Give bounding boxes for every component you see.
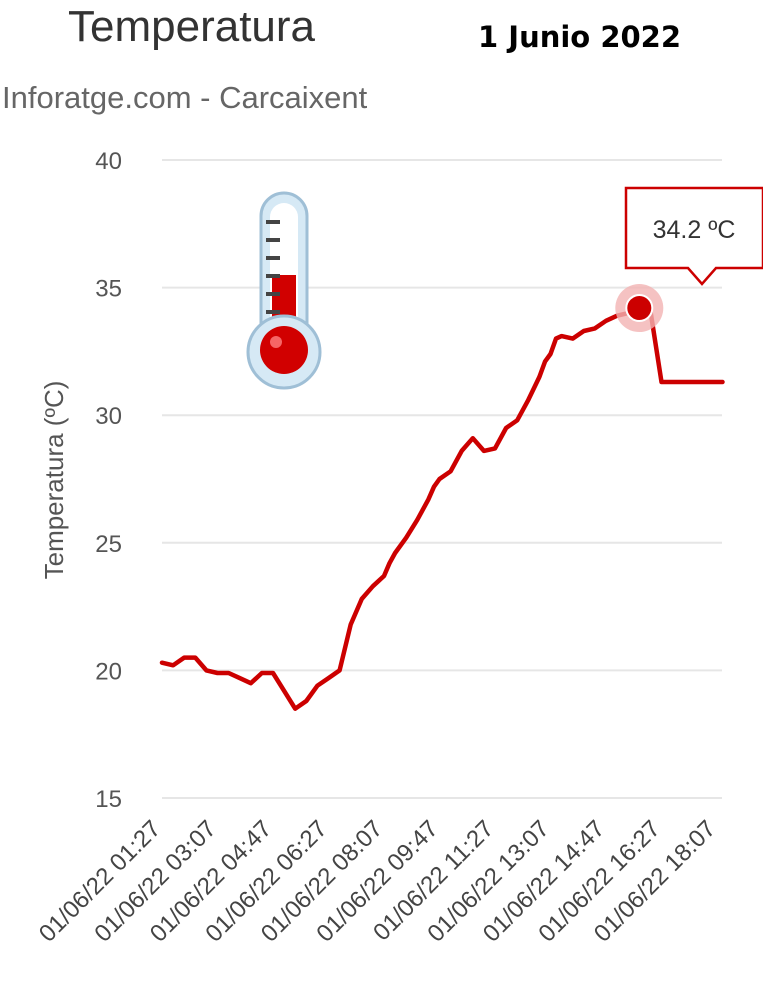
y-tick-label: 25 [95,531,122,558]
y-tick-label: 40 [95,148,122,175]
y-tick-label: 20 [95,658,122,685]
tooltip: 34.2 ºC [624,186,763,286]
highlight-marker[interactable] [625,294,654,323]
y-tick-label: 15 [95,786,122,813]
chart-title: Temperatura [68,2,316,51]
y-axis-title: Temperatura (ºC) [39,381,69,580]
chart-subtitle: Inforatge.com - Carcaixent [2,80,368,115]
date-label: 1 Junio 2022 [478,20,682,54]
y-tick-label: 35 [95,276,122,303]
y-tick-label: 30 [95,403,122,430]
temperature-series-line [159,305,725,711]
tooltip-box [624,186,763,286]
thermometer-icon [246,191,322,390]
y-axis-ticks: 15 20 25 30 35 40 [95,148,122,813]
tooltip-text: 34.2 ºC [653,216,736,244]
